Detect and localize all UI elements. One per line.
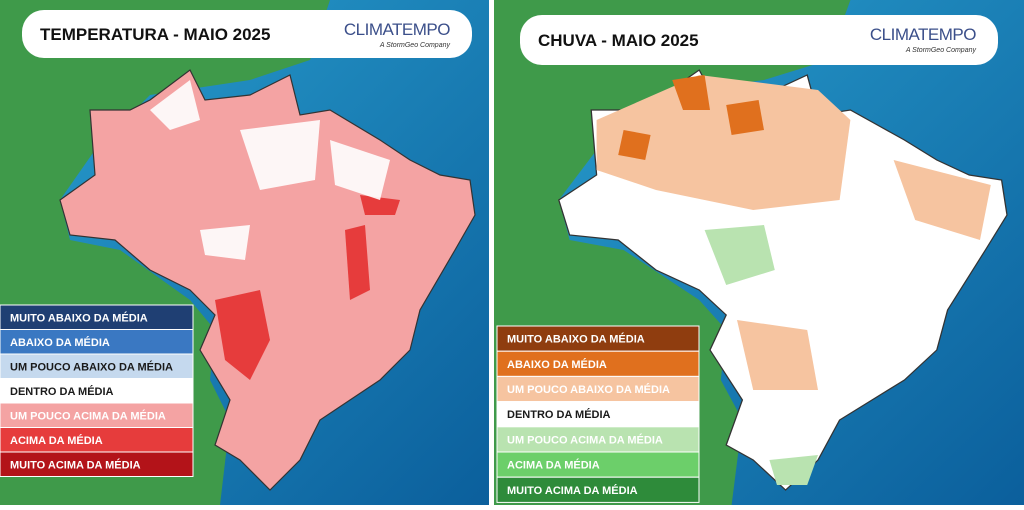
- very-dry-areas: [618, 75, 764, 160]
- legend: MUITO ABAIXO DA MÉDIA ABAIXO DA MÉDIA UM P…: [496, 325, 700, 503]
- legend-label: ACIMA DA MÉDIA: [10, 434, 103, 447]
- header-box: [22, 10, 472, 58]
- brand-subtitle: A StormGeo Company: [905, 47, 977, 54]
- map-title: TEMPERATURA - MAIO 2025: [40, 25, 270, 44]
- legend-label: DENTRO DA MÉDIA: [507, 408, 611, 421]
- legend-label: UM POUCO ACIMA DA MÉDIA: [10, 409, 166, 422]
- legend-label: UM POUCO ABAIXO DA MÉDIA: [507, 383, 670, 396]
- legend-label: UM POUCO ACIMA DA MÉDIA: [507, 433, 663, 446]
- legend-swatch: [0, 378, 194, 404]
- legend-label: MUITO ABAIXO DA MÉDIA: [10, 311, 148, 324]
- panel-overlay: CHUVA - MAIO 2025 CLIMATEMPO A StormGeo Co…: [496, 15, 998, 503]
- legend-label: ABAIXO DA MÉDIA: [10, 336, 110, 349]
- brand-logo: CLIMATEMPO: [344, 20, 450, 39]
- panel-rain: [494, 0, 1024, 505]
- legend-label: MUITO ACIMA DA MÉDIA: [10, 458, 141, 471]
- panel-overlay: TEMPERATURA - MAIO 2025 CLIMATEMPO A Storm…: [0, 10, 472, 477]
- legend-label: MUITO ACIMA DA MÉDIA: [507, 484, 638, 497]
- brand-subtitle: A StormGeo Company: [379, 42, 451, 49]
- legend: MUITO ABAIXO DA MÉDIA ABAIXO DA MÉDIA UM P…: [0, 304, 194, 477]
- legend-swatch: [0, 353, 194, 379]
- legend-swatch: [0, 329, 194, 355]
- legend-swatch: [0, 304, 194, 330]
- legend-label: ABAIXO DA MÉDIA: [507, 358, 607, 371]
- legend-swatch: [0, 451, 194, 477]
- hot-areas: [215, 195, 400, 380]
- overlays: TEMPERATURA - MAIO 2025 CLIMATEMPO A Storm…: [0, 10, 998, 503]
- legend-label: UM POUCO ABAIXO DA MÉDIA: [10, 360, 173, 373]
- legend-label: DENTRO DA MÉDIA: [10, 385, 114, 398]
- legend-label: ACIMA DA MÉDIA: [507, 459, 600, 472]
- legend-label: MUITO ABAIXO DA MÉDIA: [507, 333, 645, 346]
- wet-areas: [704, 225, 818, 485]
- normal-areas: [150, 80, 390, 260]
- map-title: CHUVA - MAIO 2025: [538, 31, 699, 50]
- header-box: [520, 15, 998, 65]
- legend-swatch: [496, 350, 700, 377]
- legend-swatch: [496, 476, 700, 503]
- legend-swatch: [496, 375, 700, 403]
- dry-areas: [596, 75, 991, 390]
- legend-swatch: [496, 426, 700, 453]
- legend-swatch: [0, 402, 194, 428]
- brand-logo: CLIMATEMPO: [870, 25, 976, 44]
- legend-swatch: [496, 325, 700, 352]
